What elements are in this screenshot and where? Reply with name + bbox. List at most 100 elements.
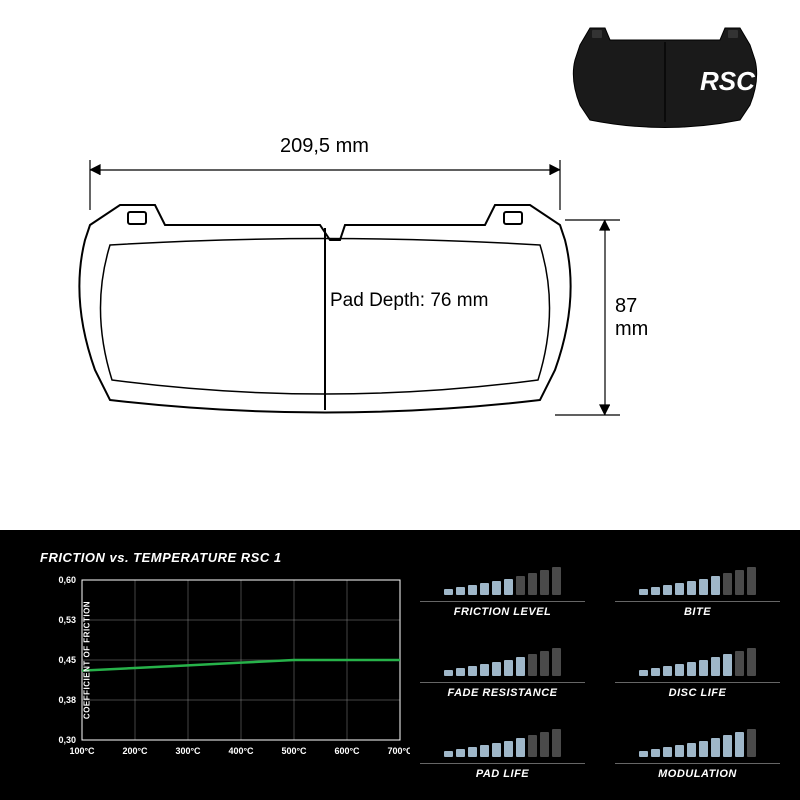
svg-text:200°C: 200°C xyxy=(122,746,148,756)
rating-bar xyxy=(723,654,732,676)
brand-text: RSC xyxy=(700,66,756,96)
friction-chart: FRICTION vs. TEMPERATURE RSC 1 COEFFICIE… xyxy=(0,530,410,800)
rating-bar xyxy=(663,747,672,757)
rating-bar xyxy=(651,587,660,595)
rating-bar xyxy=(723,735,732,757)
rating-bar xyxy=(675,745,684,757)
rating-bar xyxy=(468,666,477,676)
rating-bars xyxy=(444,729,561,757)
rating-bar xyxy=(552,648,561,676)
rating-bar xyxy=(480,664,489,676)
rating-bar xyxy=(492,662,501,676)
rating-bar xyxy=(516,738,525,757)
rating-pad-life: PAD LIFE xyxy=(420,717,585,780)
rating-bar xyxy=(735,651,744,676)
rating-label: BITE xyxy=(615,601,780,618)
rating-bar xyxy=(504,741,513,757)
rating-bar xyxy=(528,573,537,595)
rating-fade-resistance: FADE RESISTANCE xyxy=(420,636,585,699)
rating-bars xyxy=(639,567,756,595)
spec-panel: FRICTION vs. TEMPERATURE RSC 1 COEFFICIE… xyxy=(0,530,800,800)
rating-bar xyxy=(492,743,501,757)
rating-bar xyxy=(480,745,489,757)
rating-bar xyxy=(675,583,684,595)
ratings-grid: FRICTION LEVEL BITE FADE RESISTANCE DISC LI… xyxy=(410,530,800,800)
rating-bar xyxy=(444,670,453,676)
rating-bar xyxy=(444,589,453,595)
chart-title: FRICTION vs. TEMPERATURE RSC 1 xyxy=(40,550,400,565)
rating-bar xyxy=(552,729,561,757)
product-render: RSC xyxy=(560,10,770,140)
svg-text:500°C: 500°C xyxy=(281,746,307,756)
rating-bar xyxy=(639,751,648,757)
svg-text:700°C: 700°C xyxy=(387,746,410,756)
rating-bar xyxy=(651,749,660,757)
rating-bar xyxy=(663,666,672,676)
rating-bar xyxy=(735,732,744,757)
rating-bar xyxy=(456,749,465,757)
svg-text:600°C: 600°C xyxy=(334,746,360,756)
rating-bar xyxy=(492,581,501,595)
rating-label: PAD LIFE xyxy=(420,763,585,780)
rating-bar xyxy=(735,570,744,595)
rating-bar xyxy=(516,657,525,676)
rating-label: FRICTION LEVEL xyxy=(420,601,585,618)
svg-text:0,45: 0,45 xyxy=(58,655,76,665)
rating-label: FADE RESISTANCE xyxy=(420,682,585,699)
svg-text:0,30: 0,30 xyxy=(58,735,76,745)
rating-bar xyxy=(504,660,513,676)
svg-text:0,53: 0,53 xyxy=(58,615,76,625)
rating-bars xyxy=(639,648,756,676)
rating-bar xyxy=(456,587,465,595)
rating-bars xyxy=(444,567,561,595)
rating-bar xyxy=(528,735,537,757)
rating-bar xyxy=(468,747,477,757)
svg-text:400°C: 400°C xyxy=(228,746,254,756)
rating-bite: BITE xyxy=(615,555,780,618)
chart-svg: 100°C 200°C 300°C 400°C 500°C 600°C 700°C 0,30 0… xyxy=(50,575,410,765)
rating-bar xyxy=(747,729,756,757)
rating-bar xyxy=(651,668,660,676)
rating-bar xyxy=(468,585,477,595)
rating-bar xyxy=(687,743,696,757)
rating-bar xyxy=(699,741,708,757)
width-dimension-label: 209,5 mm xyxy=(280,135,369,158)
height-dimension-label: 87 mm xyxy=(615,295,660,341)
rating-bar xyxy=(711,576,720,595)
rating-bar xyxy=(663,585,672,595)
rating-bar xyxy=(540,732,549,757)
rating-bar xyxy=(699,660,708,676)
svg-text:0,38: 0,38 xyxy=(58,695,76,705)
rating-bar xyxy=(675,664,684,676)
depth-label: Pad Depth: 76 mm xyxy=(330,290,488,312)
rating-bar xyxy=(747,648,756,676)
svg-text:100°C: 100°C xyxy=(69,746,95,756)
svg-text:300°C: 300°C xyxy=(175,746,201,756)
rating-bar xyxy=(444,751,453,757)
rating-bar xyxy=(639,670,648,676)
rating-bar xyxy=(711,738,720,757)
svg-text:0,60: 0,60 xyxy=(58,575,76,585)
rating-bar xyxy=(687,662,696,676)
rating-bar xyxy=(504,579,513,595)
rating-bar xyxy=(687,581,696,595)
rating-bar xyxy=(639,589,648,595)
rating-bars xyxy=(639,729,756,757)
rating-bar xyxy=(540,570,549,595)
rating-bar xyxy=(747,567,756,595)
rating-bars xyxy=(444,648,561,676)
rating-label: MODULATION xyxy=(615,763,780,780)
rating-bar xyxy=(699,579,708,595)
rating-bar xyxy=(552,567,561,595)
rating-bar xyxy=(540,651,549,676)
rating-modulation: MODULATION xyxy=(615,717,780,780)
rating-label: DISC LIFE xyxy=(615,682,780,699)
engineering-drawing: 209,5 mm 87 mm Pad Depth: 76 mm xyxy=(60,140,660,460)
chart-y-axis-label: COEFFICIENT OF FRICTION xyxy=(83,601,92,719)
rating-friction-level: FRICTION LEVEL xyxy=(420,555,585,618)
rating-bar xyxy=(528,654,537,676)
rating-bar xyxy=(480,583,489,595)
rating-disc-life: DISC LIFE xyxy=(615,636,780,699)
rating-bar xyxy=(456,668,465,676)
rating-bar xyxy=(516,576,525,595)
